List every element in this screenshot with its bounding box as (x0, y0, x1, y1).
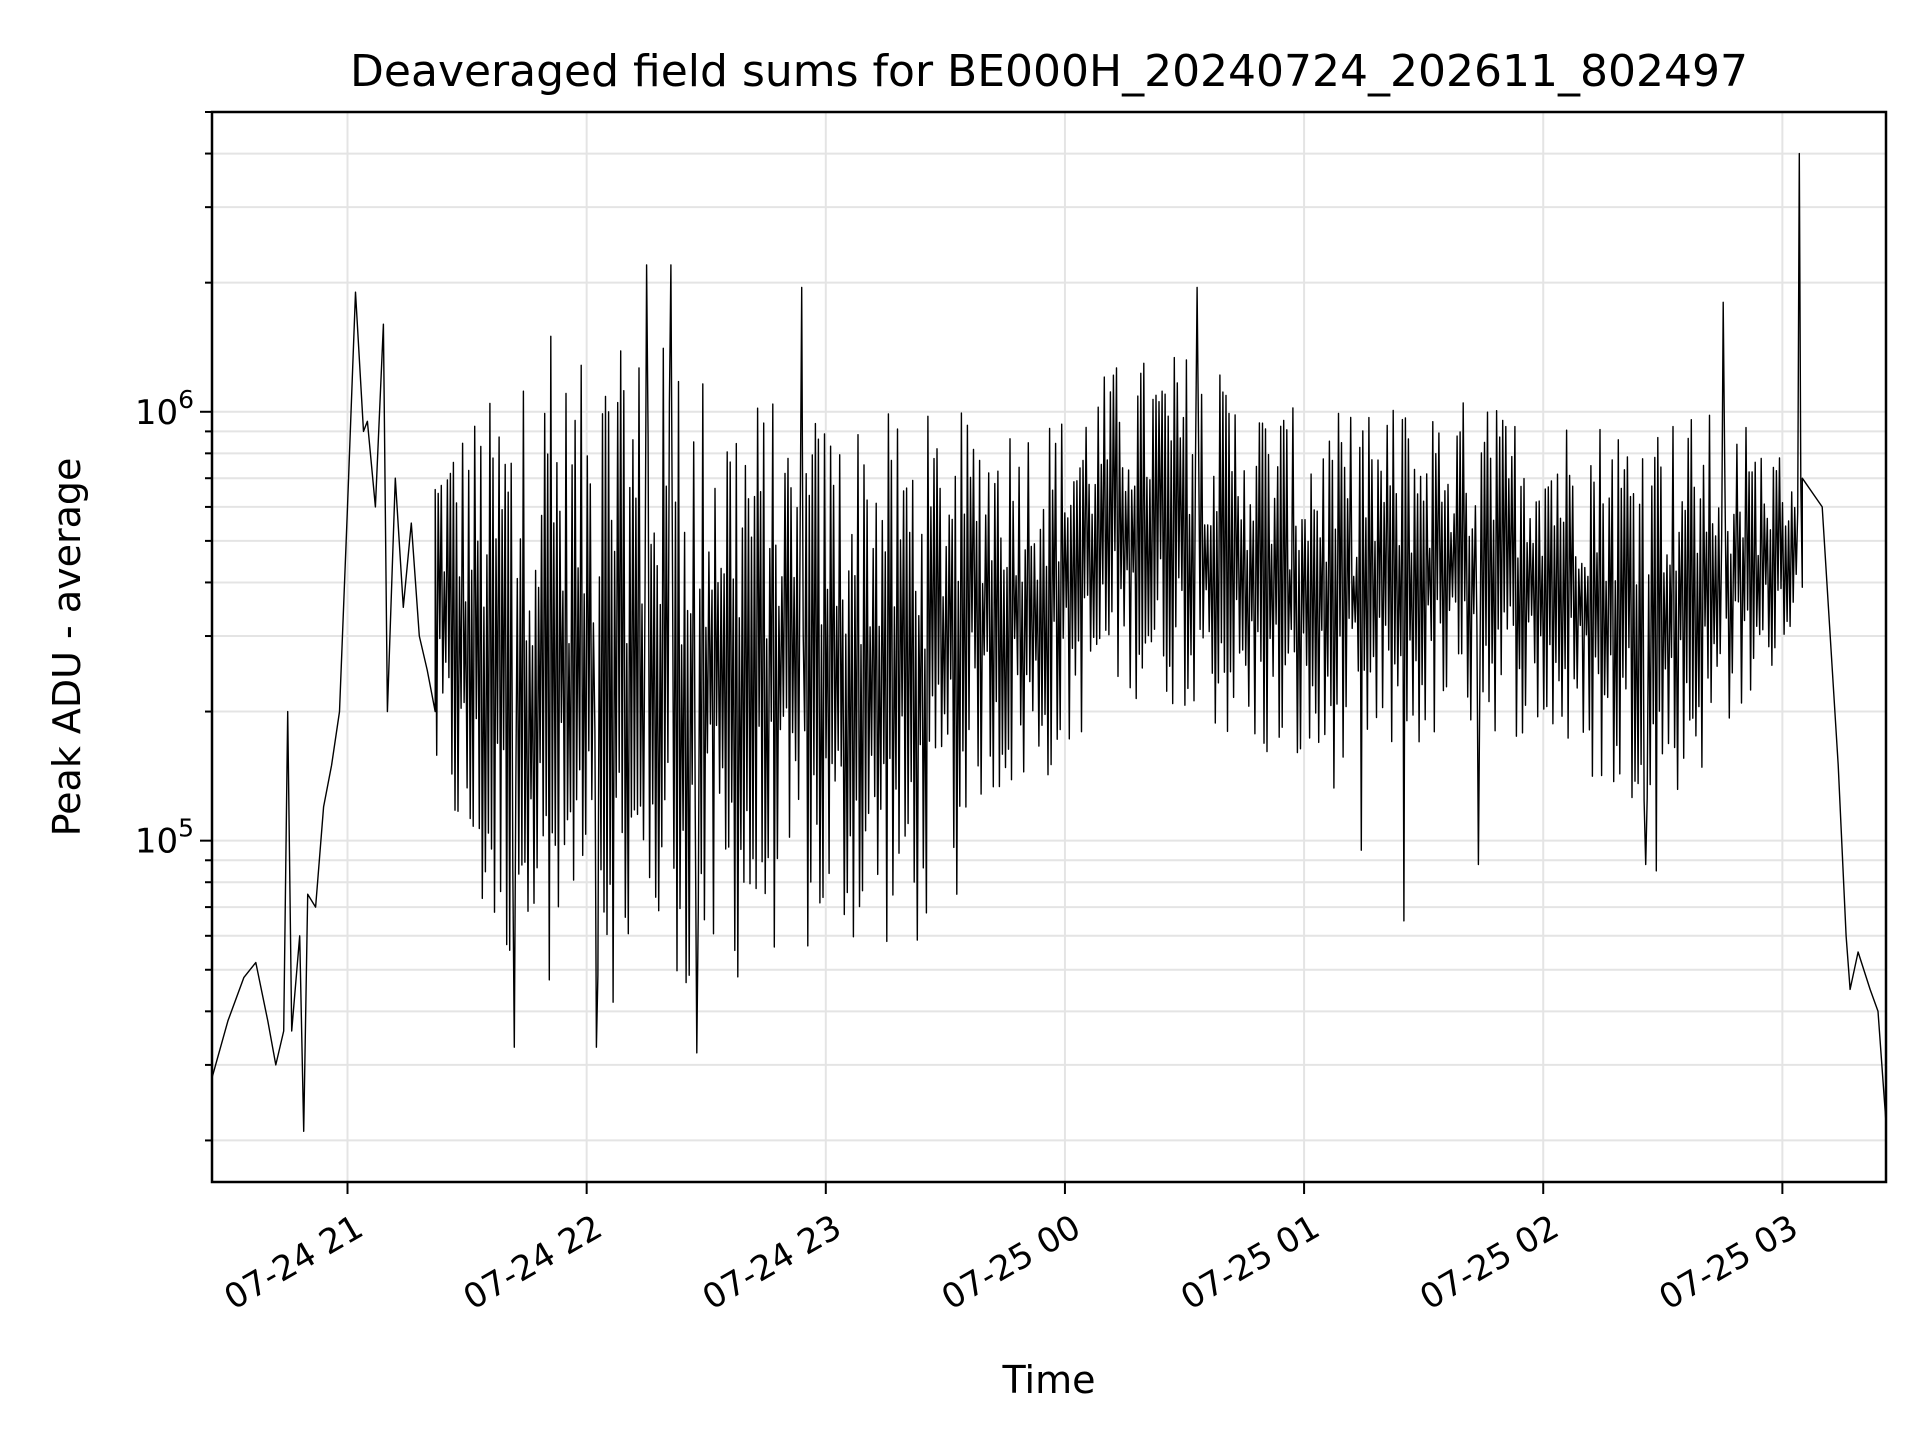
x-tick-label: 07-25 03 (1652, 1207, 1804, 1318)
x-tick-label: 07-25 01 (1174, 1207, 1326, 1318)
y-axis-label: Peak ADU - average (45, 458, 89, 837)
plot-frame (210, 110, 1888, 1184)
tick-layer: 105 106 07-24 21 07-24 22 07-24 23 07-25 00 07… (135, 111, 1805, 1318)
chart-title: Deaveraged field sums for BE000H_2024072… (350, 46, 1748, 97)
x-tick-label: 07-25 02 (1413, 1207, 1565, 1318)
y-tick-label: 106 (135, 385, 194, 433)
x-tick-label: 07-24 23 (696, 1207, 848, 1318)
series-line (211, 152, 1887, 1132)
x-tick-label: 07-24 21 (218, 1207, 370, 1318)
x-axis-label: Time (1002, 1358, 1096, 1402)
y-tick-label: 105 (135, 814, 194, 862)
series-layer (211, 152, 1887, 1132)
x-tick-label: 07-24 22 (457, 1207, 609, 1318)
x-tick-label: 07-25 00 (935, 1207, 1087, 1318)
